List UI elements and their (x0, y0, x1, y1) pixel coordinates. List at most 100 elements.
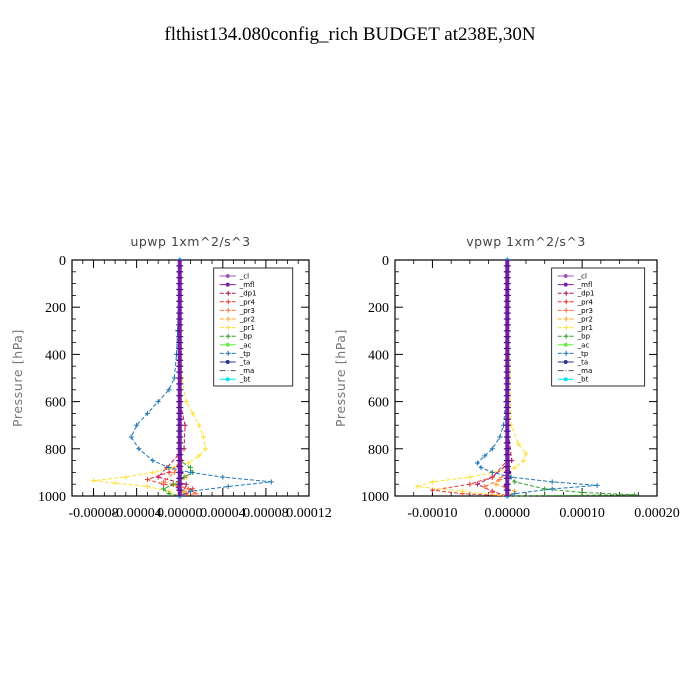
legend-label: _bp (577, 333, 591, 341)
data-point (144, 484, 150, 490)
legend-marker (225, 350, 231, 356)
legend-label: _cl (577, 273, 587, 281)
data-point (414, 484, 420, 490)
series-line-pr1 (93, 259, 207, 497)
data-point (268, 479, 274, 485)
data-point (183, 481, 189, 487)
legend-label: _pr2 (239, 316, 255, 324)
data-point (512, 465, 518, 471)
data-point (542, 486, 548, 492)
legend-marker (225, 290, 231, 296)
x-tick-label: -0.00004 (112, 506, 162, 521)
legend-marker (563, 282, 568, 287)
panel-title: vpwp 1xm^2/s^3 (466, 234, 586, 249)
x-tick-label: 0.00020 (634, 506, 680, 521)
x-tick-label: -0.00008 (68, 506, 118, 521)
legend-marker (225, 307, 231, 313)
data-point (489, 446, 495, 452)
data-point (155, 399, 161, 405)
x-tick-label: 0.00000 (485, 506, 531, 521)
data-point (144, 410, 150, 416)
series-line-pr4 (432, 260, 508, 497)
data-point (123, 474, 129, 480)
legend-marker (563, 377, 568, 382)
data-point (220, 474, 226, 480)
legend-marker (563, 274, 568, 278)
data-point (474, 460, 480, 466)
legend-label: _ac (577, 341, 590, 349)
data-point (516, 441, 522, 447)
data-point (489, 469, 495, 475)
legend-marker (563, 290, 569, 296)
data-point (549, 486, 555, 492)
legend-label: _pr1 (239, 324, 255, 332)
y-tick-label: 800 (368, 443, 389, 458)
legend-label: _pr3 (577, 307, 593, 315)
legend-marker (563, 333, 569, 339)
data-point (512, 491, 518, 497)
y-tick-label: 800 (45, 443, 66, 458)
data-point (161, 479, 167, 485)
y-tick-label: 600 (45, 396, 66, 411)
legend-label: _pr2 (577, 316, 593, 324)
data-point (482, 484, 488, 490)
y-tick-label: 0 (59, 254, 66, 269)
data-point (166, 387, 172, 393)
data-point (489, 474, 495, 480)
data-point (181, 474, 187, 480)
legend-label: _bt (577, 376, 589, 384)
legend-label: _pr4 (239, 298, 256, 306)
legend-label: _ta (577, 359, 589, 367)
legend-label: _ta (239, 359, 251, 367)
x-tick-label: 0.00000 (157, 506, 203, 521)
legend-label: _bp (239, 333, 253, 341)
legend-marker (225, 377, 230, 382)
legend-frame (551, 267, 646, 387)
data-point (185, 460, 191, 466)
legend-marker (225, 342, 230, 347)
data-point (512, 479, 518, 485)
legend-label: _tp (577, 350, 589, 358)
data-point (91, 478, 97, 484)
data-point (188, 488, 193, 494)
data-point (429, 479, 435, 485)
y-axis-label: Pressure [hPa] (10, 329, 25, 427)
legend-label: _pr3 (239, 307, 255, 315)
data-point (188, 469, 193, 475)
data-point (523, 451, 529, 457)
data-point (112, 480, 118, 486)
data-point (171, 375, 177, 381)
data-point (478, 465, 484, 471)
figure-title: flthist134.080config_rich BUDGET at238E,… (164, 24, 535, 45)
data-point (497, 476, 503, 482)
data-point (161, 486, 167, 492)
data-point (508, 474, 514, 480)
data-point (203, 446, 209, 452)
legend-marker (225, 325, 231, 331)
legend: _cl_mfl_dp1_pr4_pr3_pr2_pr1_bp_ac_tp_ta_… (213, 267, 294, 387)
data-point (150, 458, 156, 464)
y-tick-label: 200 (368, 301, 389, 316)
legend-marker (225, 360, 230, 364)
panel-title: upwp 1xm^2/s^3 (130, 234, 250, 249)
panel-upwp: upwp 1xm^2/s^3 Pressure [hPa] 0 200 400 600 80… (10, 234, 332, 521)
y-tick-label: 1000 (361, 490, 389, 505)
data-point (183, 399, 189, 405)
legend-marker (563, 316, 569, 322)
legend-label: _ac (239, 341, 252, 349)
legend-marker (563, 307, 569, 313)
legend-label: _dp1 (239, 290, 257, 298)
data-point (182, 422, 188, 428)
x-tick-label: 0.00008 (243, 506, 289, 521)
data-point (166, 465, 172, 471)
data-point (136, 446, 142, 452)
legend-marker (563, 350, 569, 356)
legend-label: _ma (577, 367, 593, 375)
data-point (549, 479, 555, 485)
data-point (181, 488, 187, 494)
data-point (467, 474, 473, 480)
data-point (493, 481, 499, 487)
series-line-pr1 (417, 259, 527, 497)
legend-label: _cl (239, 273, 249, 281)
data-point (166, 491, 172, 497)
